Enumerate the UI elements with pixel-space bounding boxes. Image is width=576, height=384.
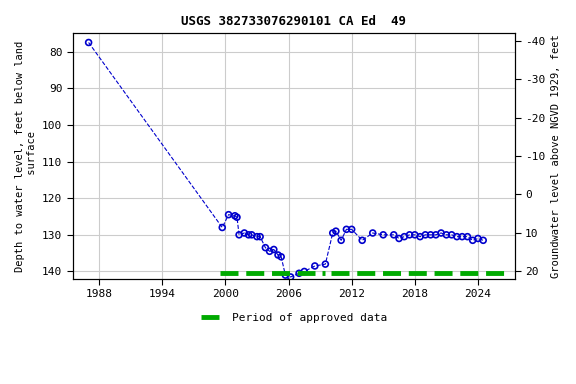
Point	[463, 233, 472, 240]
Point	[218, 224, 227, 230]
Point	[447, 232, 456, 238]
Legend: Period of approved data: Period of approved data	[196, 308, 392, 327]
Point	[276, 254, 286, 260]
Point	[232, 214, 241, 220]
Point	[400, 233, 409, 240]
Point	[442, 232, 451, 238]
Point	[234, 232, 244, 238]
Point	[389, 232, 399, 238]
Point	[331, 228, 340, 234]
Point	[410, 232, 419, 238]
Point	[437, 230, 446, 236]
Point	[378, 232, 388, 238]
Point	[256, 233, 265, 240]
Y-axis label: Depth to water level, feet below land
 surface: Depth to water level, feet below land su…	[15, 40, 37, 272]
Point	[420, 232, 430, 238]
Point	[395, 235, 404, 242]
Point	[321, 261, 330, 267]
Point	[336, 237, 346, 243]
Point	[452, 233, 461, 240]
Point	[468, 237, 478, 243]
Point	[261, 245, 270, 251]
Point	[240, 230, 249, 236]
Point	[294, 270, 304, 276]
Point	[252, 233, 262, 240]
Point	[473, 235, 483, 242]
Point	[310, 263, 320, 269]
Point	[286, 274, 295, 280]
Point	[274, 252, 283, 258]
Point	[269, 247, 278, 253]
Point	[415, 233, 425, 240]
Point	[368, 230, 377, 236]
Point	[479, 237, 488, 243]
Point	[342, 226, 351, 232]
Point	[457, 233, 467, 240]
Point	[84, 40, 93, 46]
Point	[328, 230, 338, 236]
Point	[224, 212, 233, 218]
Point	[281, 272, 290, 278]
Point	[244, 232, 253, 238]
Point	[405, 232, 414, 238]
Point	[265, 248, 274, 254]
Point	[230, 213, 240, 219]
Title: USGS 382733076290101 CA Ed  49: USGS 382733076290101 CA Ed 49	[181, 15, 406, 28]
Point	[300, 268, 309, 275]
Point	[431, 232, 441, 238]
Point	[347, 226, 357, 232]
Point	[426, 232, 435, 238]
Point	[358, 237, 367, 243]
Y-axis label: Groundwater level above NGVD 1929, feet: Groundwater level above NGVD 1929, feet	[551, 34, 561, 278]
Point	[247, 232, 256, 238]
